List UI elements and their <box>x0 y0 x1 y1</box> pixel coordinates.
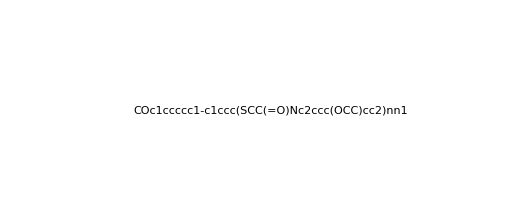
Text: COc1ccccc1-c1ccc(SCC(=O)Nc2ccc(OCC)cc2)nn1: COc1ccccc1-c1ccc(SCC(=O)Nc2ccc(OCC)cc2)n… <box>133 105 408 115</box>
